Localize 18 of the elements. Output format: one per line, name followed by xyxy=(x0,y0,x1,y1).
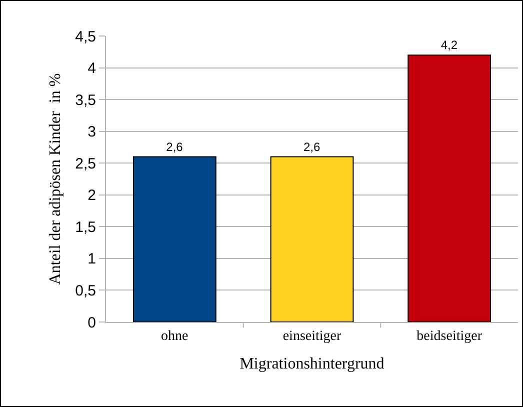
data-label: 2,6 xyxy=(166,140,184,154)
y-tick-label: 3,5 xyxy=(75,92,96,109)
y-tick-label: 1 xyxy=(88,250,96,268)
y-tick-label: 0,5 xyxy=(75,282,96,300)
y-tick-label: 4,5 xyxy=(75,28,96,46)
y-tick-label: 4 xyxy=(88,60,96,78)
y-tick-label: 1,5 xyxy=(75,218,96,236)
y-axis-title: Anteil der adipösen Kinder in % xyxy=(47,73,64,285)
x-tick-label: einseitiger xyxy=(282,328,342,344)
y-tick-label: 0 xyxy=(88,314,96,332)
data-label: 4,2 xyxy=(440,38,458,52)
x-axis-title: Migrationshintergrund xyxy=(240,356,384,372)
y-tick-label: 2 xyxy=(88,187,96,204)
x-tick-label: beidseitiger xyxy=(416,328,482,344)
y-tick-label: 3 xyxy=(88,124,96,141)
data-label: 2,6 xyxy=(303,140,321,154)
y-tick-label: 2,5 xyxy=(75,155,96,172)
x-tick-label: ohne xyxy=(161,328,188,344)
